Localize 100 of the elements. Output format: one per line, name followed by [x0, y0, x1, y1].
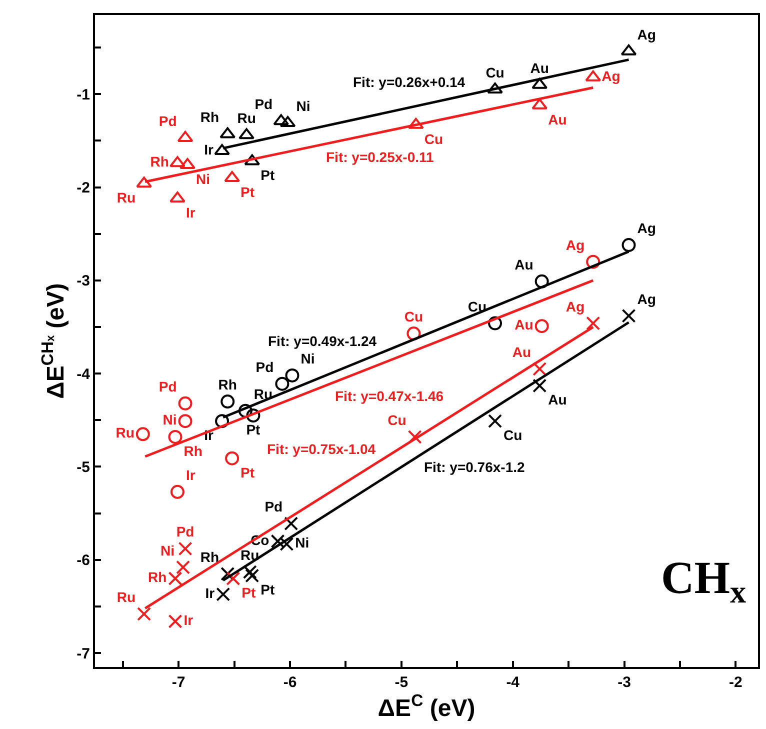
data-label: Ru — [237, 110, 256, 126]
annotation: CH$_{x}$ — [661, 552, 746, 610]
point — [586, 254, 600, 269]
point — [170, 484, 184, 499]
point — [285, 368, 300, 382]
data-label: Pd — [254, 96, 273, 112]
data-label: Au — [512, 344, 532, 360]
y-tick-label: -3 — [76, 272, 90, 290]
data-label: Ag — [637, 26, 656, 42]
data-label: Ni — [160, 542, 175, 558]
point — [586, 316, 600, 330]
point — [238, 404, 252, 418]
data-label: Cu — [486, 64, 504, 81]
data-label: Pd — [158, 112, 177, 129]
data-label: Ag — [566, 298, 585, 314]
data-label: Ni — [300, 350, 315, 366]
point — [406, 326, 421, 341]
data-label: Au — [548, 111, 567, 128]
data-label: Cu — [388, 412, 406, 428]
data-label: Ni — [295, 534, 310, 551]
point — [488, 316, 502, 330]
y-tick-label: -5 — [76, 458, 90, 476]
data-label: Pt — [260, 582, 275, 598]
point — [242, 564, 257, 579]
data-label: Pd — [158, 378, 177, 394]
y-tick-label: -1 — [76, 86, 90, 104]
point — [246, 408, 260, 423]
point — [214, 144, 230, 155]
data-label: Rh — [148, 569, 167, 586]
point — [408, 430, 422, 444]
data-label: Pd — [264, 498, 283, 515]
data-label: Ru — [116, 190, 136, 206]
point — [532, 362, 547, 376]
data-label: Rh — [200, 109, 220, 126]
x-tick-label: -5 — [394, 674, 408, 691]
point — [532, 378, 547, 393]
point — [168, 430, 182, 444]
y-tick-label: -4 — [76, 366, 91, 383]
point — [178, 542, 192, 556]
x-tick-label: -4 — [506, 674, 520, 691]
point — [178, 414, 192, 428]
point — [284, 516, 298, 531]
series-label: Fit: y=0.25x-0.11 — [326, 149, 434, 165]
point — [136, 427, 150, 442]
point — [534, 274, 549, 288]
data-label: Au — [530, 60, 549, 76]
data-label: Cu — [504, 427, 522, 444]
data-label: Pd — [176, 524, 194, 540]
data-label: Ru — [116, 588, 136, 605]
data-label: Rh — [150, 154, 169, 170]
point — [180, 158, 196, 169]
data-label: Cu — [404, 308, 424, 325]
data-label: Ag — [637, 220, 656, 236]
data-label: Au — [548, 392, 567, 408]
point — [488, 414, 502, 428]
data-label: Ir — [186, 466, 196, 483]
point — [238, 128, 254, 140]
point — [275, 376, 290, 391]
data-label: Pt — [242, 584, 256, 601]
data-label: Pt — [240, 464, 255, 480]
data-label: Pt — [246, 422, 261, 438]
point — [168, 572, 182, 586]
point — [170, 191, 186, 202]
x-tick-label: -2 — [729, 674, 742, 691]
x-tick-label: -7 — [172, 674, 186, 691]
data-label: Au — [514, 316, 534, 333]
series-label: Fit: y=0.75x-1.04 — [267, 441, 376, 457]
series-label: Fit: y=0.26x+0.14 — [353, 74, 466, 90]
y-tick-label: -6 — [76, 552, 90, 570]
point — [220, 394, 235, 409]
point — [176, 560, 190, 574]
y-tick-label: -2 — [76, 180, 90, 197]
series-label: Fit: y=0.49x-1.24 — [268, 333, 377, 349]
point — [245, 568, 260, 583]
data-label: Pd — [256, 358, 274, 375]
data-label: Ru — [116, 424, 134, 441]
data-label: Ni — [296, 98, 310, 114]
x-tick-label: -6 — [283, 674, 297, 691]
point — [270, 534, 285, 548]
point — [215, 414, 230, 428]
x-tick-label: -3 — [618, 674, 631, 691]
point — [136, 176, 152, 188]
point — [170, 156, 186, 168]
data-label: Ir — [204, 141, 214, 158]
point — [226, 572, 240, 586]
x-axis-title: ΔE$^{C}$ (eV) — [378, 691, 476, 722]
point — [534, 319, 549, 334]
point — [216, 587, 230, 602]
data-label: Au — [514, 256, 534, 272]
data-label: Pt — [240, 184, 255, 200]
data-label: Ag — [602, 68, 620, 84]
data-label: Cu — [424, 130, 444, 147]
data-label: Ni — [162, 412, 177, 428]
data-label: Rh — [200, 548, 220, 565]
data-label: Ni — [196, 170, 210, 187]
point — [168, 614, 182, 628]
data-label: Rh — [184, 442, 202, 459]
y-tick-label: -7 — [76, 645, 90, 662]
point — [137, 606, 152, 621]
data-label: Ag — [566, 236, 585, 253]
